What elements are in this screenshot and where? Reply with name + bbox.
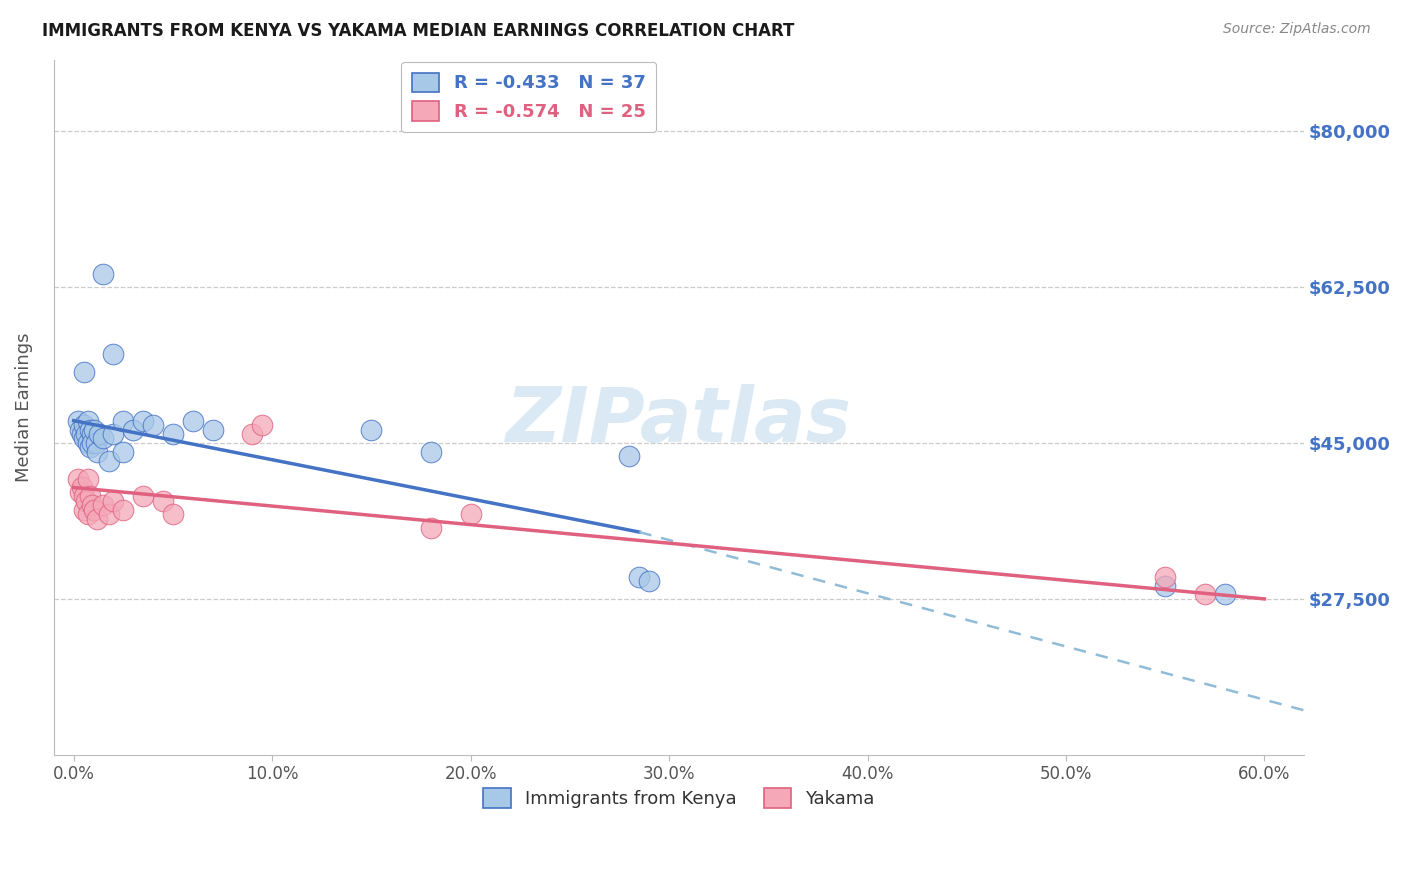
Point	[84, 436, 107, 450]
Point	[98, 454, 121, 468]
Point	[72, 489, 94, 503]
Point	[76, 414, 98, 428]
Point	[1194, 587, 1216, 601]
Point	[80, 498, 103, 512]
Point	[86, 445, 108, 459]
Point	[72, 502, 94, 516]
Point	[360, 423, 382, 437]
Point	[72, 365, 94, 379]
Point	[103, 493, 125, 508]
Point	[152, 493, 174, 508]
Point	[1213, 587, 1236, 601]
Point	[93, 432, 115, 446]
Point	[419, 520, 441, 534]
Point	[72, 418, 94, 433]
Point	[240, 427, 263, 442]
Point	[122, 423, 145, 437]
Point	[103, 347, 125, 361]
Point	[142, 418, 165, 433]
Point	[93, 267, 115, 281]
Point	[628, 569, 651, 583]
Point	[162, 427, 184, 442]
Point	[112, 502, 135, 516]
Point	[76, 436, 98, 450]
Point	[86, 511, 108, 525]
Point	[70, 481, 93, 495]
Point	[460, 507, 482, 521]
Point	[69, 423, 91, 437]
Point	[79, 441, 101, 455]
Point	[69, 484, 91, 499]
Point	[93, 498, 115, 512]
Text: Source: ZipAtlas.com: Source: ZipAtlas.com	[1223, 22, 1371, 37]
Point	[76, 472, 98, 486]
Point	[181, 414, 204, 428]
Point	[619, 450, 641, 464]
Point	[70, 427, 93, 442]
Point	[72, 432, 94, 446]
Point	[89, 427, 111, 442]
Point	[1154, 569, 1177, 583]
Point	[79, 489, 101, 503]
Point	[83, 502, 105, 516]
Point	[419, 445, 441, 459]
Point	[98, 507, 121, 521]
Legend: Immigrants from Kenya, Yakama: Immigrants from Kenya, Yakama	[477, 781, 882, 815]
Point	[80, 427, 103, 442]
Point	[79, 423, 101, 437]
Point	[201, 423, 224, 437]
Point	[112, 414, 135, 428]
Point	[66, 472, 89, 486]
Y-axis label: Median Earnings: Median Earnings	[15, 333, 32, 482]
Point	[66, 414, 89, 428]
Point	[80, 436, 103, 450]
Point	[250, 418, 273, 433]
Point	[132, 414, 155, 428]
Point	[112, 445, 135, 459]
Point	[162, 507, 184, 521]
Point	[103, 427, 125, 442]
Point	[83, 423, 105, 437]
Point	[75, 427, 97, 442]
Point	[638, 574, 661, 588]
Text: IMMIGRANTS FROM KENYA VS YAKAMA MEDIAN EARNINGS CORRELATION CHART: IMMIGRANTS FROM KENYA VS YAKAMA MEDIAN E…	[42, 22, 794, 40]
Point	[75, 493, 97, 508]
Point	[132, 489, 155, 503]
Point	[76, 507, 98, 521]
Text: ZIPatlas: ZIPatlas	[506, 384, 852, 458]
Point	[1154, 578, 1177, 592]
